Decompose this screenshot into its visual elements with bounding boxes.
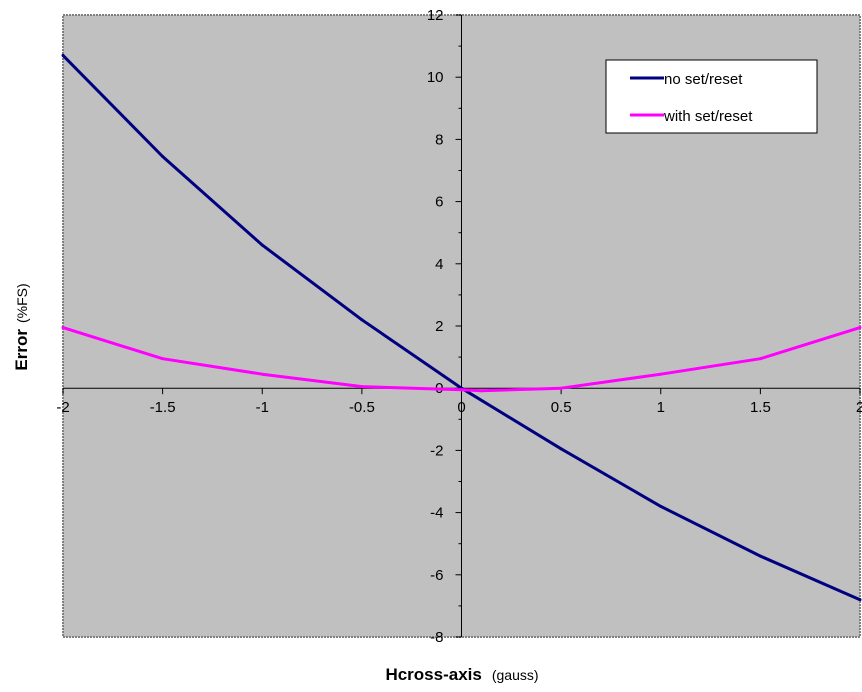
x-tick-label: 2 [856,399,862,416]
data-point-series-1 [858,326,862,330]
y-tick-label: 4 [435,256,443,273]
legend-box [605,59,818,134]
data-point-series-1 [61,326,65,330]
y-tick-label: 10 [427,69,444,86]
x-axis-title-text: Hcross-axis [385,665,481,684]
series-line-1 [62,326,861,393]
y-axis-title-text: Error [12,329,31,371]
legend-label-no-set-reset: no set/reset [664,71,743,88]
data-point-series-1 [479,389,483,393]
y-tick-label: -8 [430,629,443,646]
data-point-series-1 [360,385,364,389]
data-point-series-0 [260,243,264,247]
series-lines [61,53,862,602]
x-axis-title: Hcross-axis (gauss) [385,665,538,684]
data-point-series-0 [659,504,663,508]
x-tick-label: -1 [256,399,269,416]
data-point-series-0 [858,598,862,602]
y-tick-label: 12 [427,7,444,24]
y-axis-title-unit: (%FS) [14,283,30,323]
x-tick-label: 0.5 [551,399,572,416]
data-point-series-0 [758,554,762,558]
y-tick-label: -6 [430,567,443,584]
data-point-series-1 [161,357,165,361]
x-axis-title-unit: (gauss) [492,667,539,683]
legend: no set/reset with set/reset [605,59,818,134]
data-point-series-0 [360,318,364,322]
y-tick-label: -2 [430,442,443,459]
data-point-series-0 [161,155,165,159]
data-point-series-1 [758,357,762,361]
data-point-series-1 [460,388,463,392]
data-point-series-0 [559,447,563,451]
x-tick-label: -2 [56,399,69,416]
data-point-series-1 [659,372,663,376]
x-tick-label: -0.5 [349,399,375,416]
y-tick-label: 2 [435,318,443,335]
data-point-series-0 [61,53,65,57]
y-axis-title: Error (%FS) [12,283,31,370]
y-tick-label: 6 [435,194,443,211]
data-point-series-1 [559,386,563,390]
x-tick-label: 1.5 [750,399,771,416]
x-tick-label: 1 [657,399,665,416]
x-tick-label: -1.5 [150,399,176,416]
svg-text:Error (%FS): Error (%FS) [12,283,31,370]
y-tick-label: -4 [430,505,443,522]
x-tick-label: 0 [457,399,465,416]
y-tick-label: 8 [435,131,443,148]
legend-label-with-set-reset: with set/reset [663,108,753,125]
data-point-series-1 [260,372,264,376]
